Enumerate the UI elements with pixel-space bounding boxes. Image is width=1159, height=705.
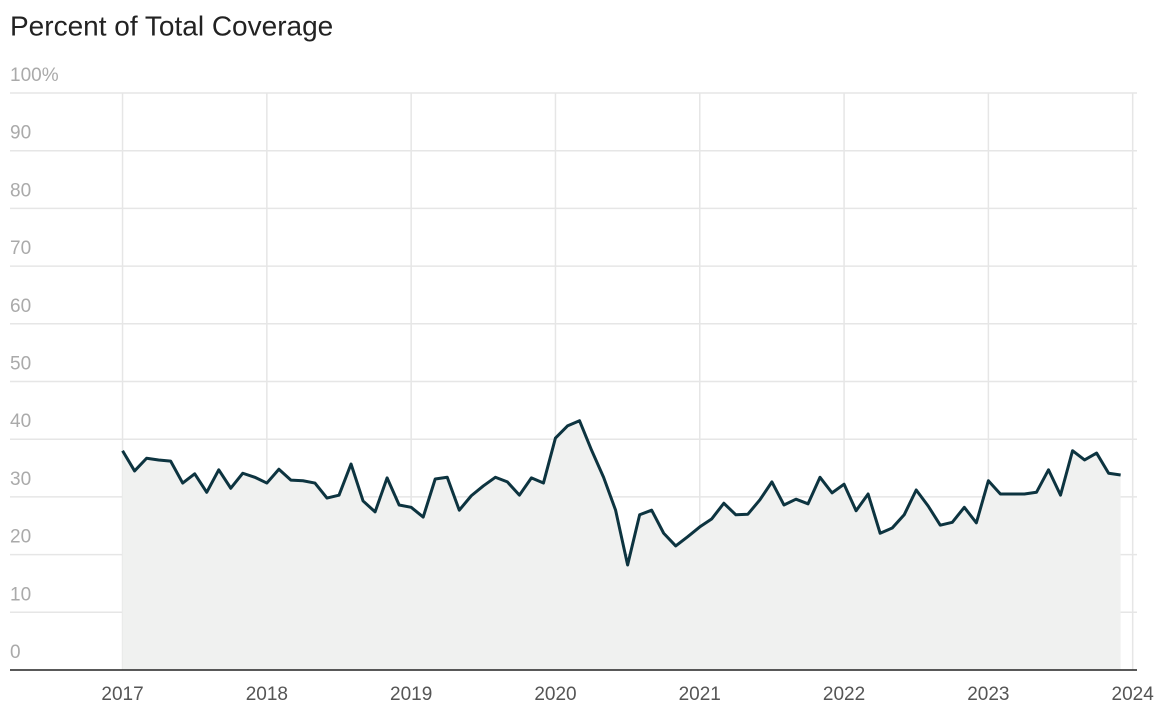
y-tick-label: 100% <box>10 65 59 86</box>
x-tick-label: 2024 <box>1112 684 1155 705</box>
y-tick-label: 50 <box>10 354 31 375</box>
y-tick-label: 30 <box>10 469 31 490</box>
y-tick-label: 10 <box>10 584 31 605</box>
x-tick-label: 2023 <box>967 684 1009 705</box>
x-tick-label: 2021 <box>679 684 721 705</box>
line <box>121 419 1121 567</box>
y-tick-label: 60 <box>10 296 31 317</box>
chart-title: Percent of Total Coverage <box>10 10 333 41</box>
x-tick-label: 2020 <box>534 684 576 705</box>
x-tick-label: 2017 <box>101 684 143 705</box>
area <box>122 420 1121 670</box>
y-tick-label: 80 <box>10 180 31 201</box>
x-tick-label: 2019 <box>390 684 432 705</box>
y-tick-label: 0 <box>10 642 21 663</box>
x-tick-label: 2018 <box>246 684 288 705</box>
y-tick-label: 70 <box>10 238 31 259</box>
y-tick-label: 40 <box>10 411 31 432</box>
y-tick-label: 20 <box>10 527 31 548</box>
x-tick-label: 2022 <box>823 684 865 705</box>
y-tick-label: 90 <box>10 123 31 144</box>
